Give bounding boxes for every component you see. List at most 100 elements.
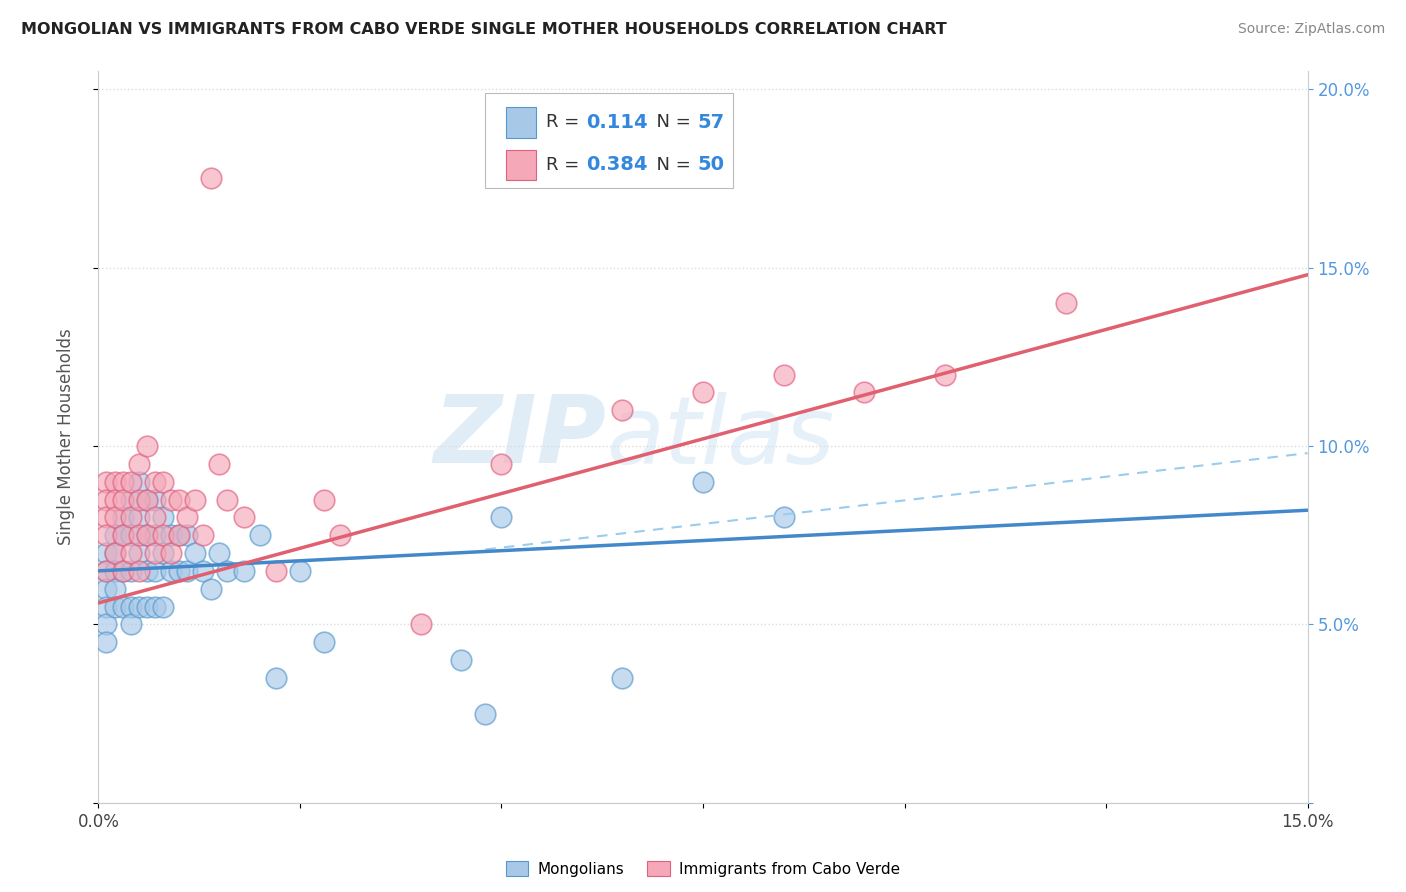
Point [491, 510, 513, 524]
Point [120, 564, 142, 578]
Point [103, 492, 125, 507]
Text: N =: N = [645, 156, 696, 174]
Point [128, 546, 150, 560]
Point [152, 510, 174, 524]
Point [692, 385, 714, 400]
Point [120, 617, 142, 632]
Point [264, 671, 287, 685]
Text: 0.114: 0.114 [586, 113, 647, 132]
Point [103, 510, 125, 524]
Point [217, 492, 239, 507]
Point [96, 582, 118, 596]
Point [152, 599, 174, 614]
Point [111, 528, 134, 542]
FancyBboxPatch shape [485, 94, 734, 188]
Point [232, 564, 254, 578]
Point [96, 617, 118, 632]
Point [160, 546, 183, 560]
Point [200, 582, 222, 596]
Text: Source: ZipAtlas.com: Source: ZipAtlas.com [1237, 22, 1385, 37]
Point [111, 492, 134, 507]
Point [96, 492, 118, 507]
Point [249, 528, 271, 542]
Point [314, 492, 336, 507]
Point [772, 510, 794, 524]
Point [96, 635, 118, 649]
FancyBboxPatch shape [506, 107, 536, 137]
Point [135, 492, 157, 507]
Point [184, 546, 207, 560]
Point [128, 492, 150, 507]
Point [135, 528, 157, 542]
Point [103, 475, 125, 489]
Point [120, 599, 142, 614]
Point [314, 635, 336, 649]
Point [474, 706, 496, 721]
FancyBboxPatch shape [506, 150, 536, 180]
Point [167, 492, 190, 507]
Point [111, 528, 134, 542]
Point [103, 564, 125, 578]
Text: R =: R = [546, 156, 585, 174]
Point [96, 475, 118, 489]
Point [103, 546, 125, 560]
Point [152, 475, 174, 489]
Point [1054, 296, 1077, 310]
Point [264, 564, 287, 578]
Point [193, 564, 215, 578]
Point [143, 475, 166, 489]
Point [135, 564, 157, 578]
Point [111, 564, 134, 578]
Point [103, 528, 125, 542]
Point [176, 510, 198, 524]
Point [288, 564, 311, 578]
Point [135, 528, 157, 542]
Point [208, 546, 231, 560]
Point [120, 510, 142, 524]
Point [612, 403, 634, 417]
Point [176, 528, 198, 542]
Point [143, 564, 166, 578]
Point [135, 492, 157, 507]
Point [167, 528, 190, 542]
Point [160, 492, 183, 507]
Text: MONGOLIAN VS IMMIGRANTS FROM CABO VERDE SINGLE MOTHER HOUSEHOLDS CORRELATION CHA: MONGOLIAN VS IMMIGRANTS FROM CABO VERDE … [21, 22, 946, 37]
Point [217, 564, 239, 578]
Text: 50: 50 [697, 155, 724, 175]
Point [152, 528, 174, 542]
Y-axis label: Single Mother Households: Single Mother Households [56, 329, 75, 545]
Point [692, 475, 714, 489]
Point [934, 368, 956, 382]
Text: 57: 57 [697, 113, 724, 132]
Point [143, 599, 166, 614]
Point [103, 546, 125, 560]
Point [152, 546, 174, 560]
Text: 0.384: 0.384 [586, 155, 647, 175]
Point [491, 457, 513, 471]
Point [128, 528, 150, 542]
Text: N =: N = [645, 113, 696, 131]
Point [135, 599, 157, 614]
Point [111, 564, 134, 578]
Point [120, 492, 142, 507]
Point [96, 546, 118, 560]
Point [143, 510, 166, 524]
Point [143, 546, 166, 560]
Point [103, 582, 125, 596]
Point [135, 439, 157, 453]
Point [128, 475, 150, 489]
Text: R =: R = [546, 113, 585, 131]
Point [143, 528, 166, 542]
Point [128, 564, 150, 578]
Point [96, 564, 118, 578]
Point [111, 599, 134, 614]
Point [128, 599, 150, 614]
Point [193, 528, 215, 542]
Point [853, 385, 876, 400]
Point [329, 528, 352, 542]
Point [167, 528, 190, 542]
Point [120, 528, 142, 542]
Point [184, 492, 207, 507]
Point [409, 617, 432, 632]
Point [143, 492, 166, 507]
